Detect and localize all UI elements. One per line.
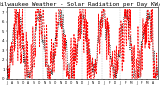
Title: Milwaukee Weather - Solar Radiation per Day KW/m2: Milwaukee Weather - Solar Radiation per … — [0, 2, 160, 7]
